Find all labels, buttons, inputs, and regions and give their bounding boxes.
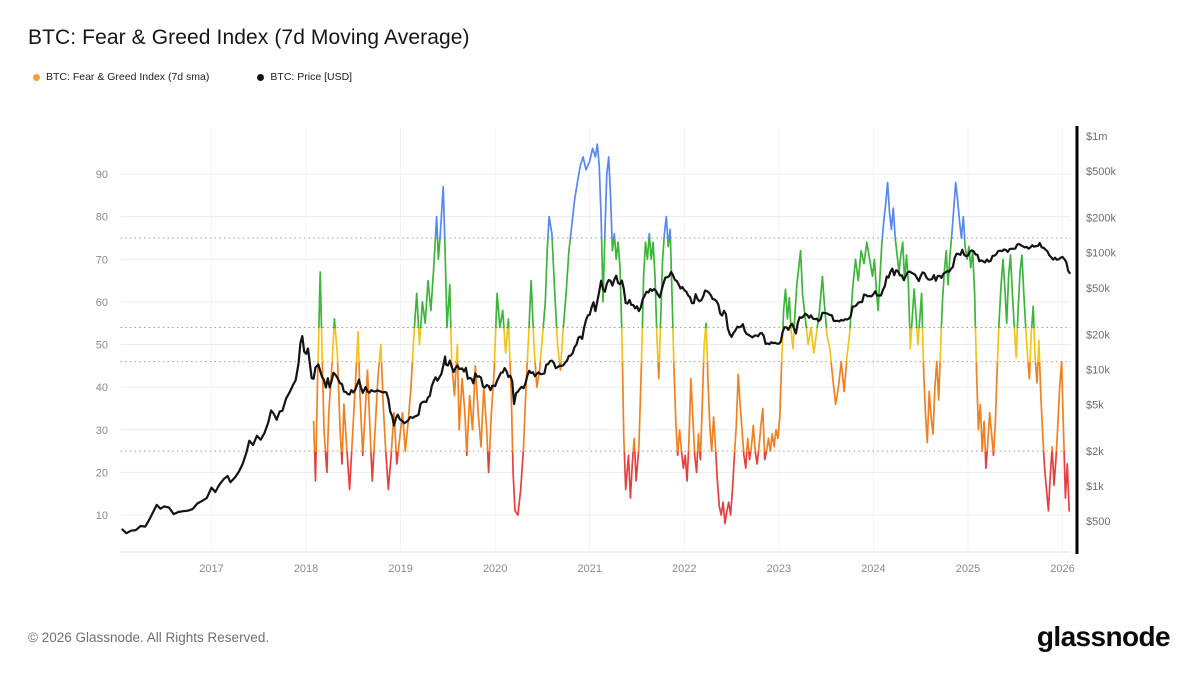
price-series <box>120 241 1072 535</box>
fear-greed-segment-greed <box>318 237 1035 329</box>
price-series-dot-icon <box>257 73 265 81</box>
left-tick-label: 60 <box>96 297 108 309</box>
right-tick-label: $2k <box>1086 446 1104 458</box>
x-tick-label: 2026 <box>1050 563 1074 575</box>
left-tick-label: 90 <box>96 169 108 181</box>
y-axis-right: $1m $500k $200k $100k $50k $20k $10k $5k $2k $1k $… <box>1086 131 1116 528</box>
fear-greed-series-dot-icon <box>33 73 40 81</box>
left-tick-label: 50 <box>96 340 108 352</box>
x-tick-label: 2024 <box>861 563 885 575</box>
legend-item-label: BTC: Price [USD] <box>270 71 353 83</box>
right-tick-label: $10k <box>1086 364 1110 376</box>
x-tick-label: 2021 <box>577 563 601 575</box>
right-tick-label: $500k <box>1086 166 1116 178</box>
legend-item-label: BTC: Fear & Greed Index (7d sma) <box>46 71 210 83</box>
fear-greed-segment-extreme-fear <box>313 450 1071 525</box>
left-tick-label: 20 <box>96 467 108 479</box>
glassnode-watermark: glassnode <box>562 357 634 369</box>
legend: BTC: Fear & Greed Index (7d sma) BTC: Pr… <box>33 71 352 83</box>
x-tick-label: 2019 <box>388 563 412 575</box>
legend-item-fear-greed[interactable]: BTC: Fear & Greed Index (7d sma) <box>33 71 209 83</box>
right-tick-label: $1k <box>1086 481 1104 493</box>
fear-greed-segment-neutral <box>317 326 1041 363</box>
threshold-lines <box>120 237 1071 452</box>
x-tick-label: 2020 <box>483 563 507 575</box>
right-tick-label: $1m <box>1086 131 1107 143</box>
legend-item-price[interactable]: BTC: Price [USD] <box>257 71 352 83</box>
left-tick-label: 10 <box>96 510 108 522</box>
copyright-text: © 2026 Glassnode. All Rights Reserved. <box>28 630 270 645</box>
x-tick-label: 2023 <box>767 563 791 575</box>
right-tick-label: $500 <box>1086 516 1110 528</box>
right-tick-label: $50k <box>1086 283 1110 295</box>
left-tick-label: 80 <box>96 212 108 224</box>
glassnode-logo: glassnode <box>1036 621 1171 652</box>
fear-greed-segment-fear <box>312 360 1065 452</box>
right-tick-label: $100k <box>1086 248 1116 260</box>
left-tick-label: 40 <box>96 382 108 394</box>
x-tick-label: 2018 <box>294 563 318 575</box>
left-tick-label: 30 <box>96 425 108 437</box>
x-axis: 2017 2018 2019 2020 2021 2022 2023 2024 2025 2026 <box>199 128 1075 575</box>
fear-greed-series <box>312 143 1071 525</box>
page-title: BTC: Fear & Greed Index (7d Moving Avera… <box>28 26 470 49</box>
fear-greed-segment-extreme-greed <box>434 143 966 239</box>
right-tick-label: $20k <box>1086 329 1110 341</box>
x-tick-label: 2017 <box>199 563 223 575</box>
right-tick-label: $200k <box>1086 213 1116 225</box>
y-axis-left: 90 80 70 60 50 40 30 20 10 <box>96 169 1071 553</box>
left-tick-label: 70 <box>96 254 108 266</box>
right-tick-label: $5k <box>1086 400 1104 412</box>
x-tick-label: 2022 <box>672 563 696 575</box>
x-tick-label: 2025 <box>956 563 980 575</box>
